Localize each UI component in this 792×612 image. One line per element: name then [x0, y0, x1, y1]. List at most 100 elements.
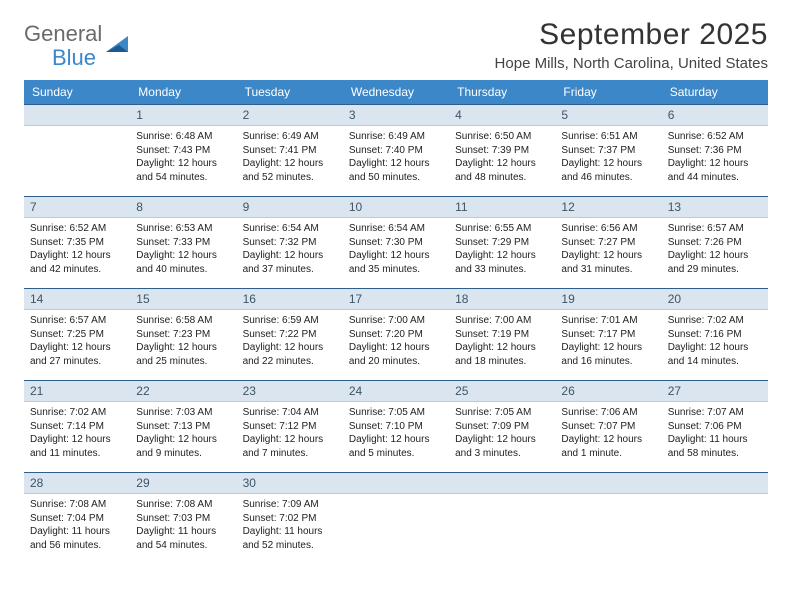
day-cell: 28Sunrise: 7:08 AMSunset: 7:04 PMDayligh… — [24, 472, 130, 564]
sunset-line: Sunset: 7:40 PM — [349, 144, 443, 158]
weekday-row: SundayMondayTuesdayWednesdayThursdayFrid… — [24, 80, 768, 104]
sunset-line: Sunset: 7:35 PM — [30, 236, 124, 250]
day-cell: 8Sunrise: 6:53 AMSunset: 7:33 PMDaylight… — [130, 196, 236, 288]
sunset-line: Sunset: 7:26 PM — [668, 236, 762, 250]
title-block: September 2025 Hope Mills, North Carolin… — [495, 18, 768, 72]
weekday-thursday: Thursday — [449, 80, 555, 104]
sunset-line: Sunset: 7:09 PM — [455, 420, 549, 434]
day-cell: 7Sunrise: 6:52 AMSunset: 7:35 PMDaylight… — [24, 196, 130, 288]
day-details: Sunrise: 7:04 AMSunset: 7:12 PMDaylight:… — [237, 402, 343, 464]
day-details: Sunrise: 6:57 AMSunset: 7:26 PMDaylight:… — [662, 218, 768, 280]
day-cell: 5Sunrise: 6:51 AMSunset: 7:37 PMDaylight… — [555, 104, 661, 196]
logo-triangle-icon — [106, 34, 132, 59]
day-number-bar: 28 — [24, 472, 130, 494]
day-number-bar: 10 — [343, 196, 449, 218]
day-cell: 21Sunrise: 7:02 AMSunset: 7:14 PMDayligh… — [24, 380, 130, 472]
day-number-bar: 19 — [555, 288, 661, 310]
day-cell: 14Sunrise: 6:57 AMSunset: 7:25 PMDayligh… — [24, 288, 130, 380]
sunset-line: Sunset: 7:23 PM — [136, 328, 230, 342]
sunset-line: Sunset: 7:12 PM — [243, 420, 337, 434]
day-number-bar: 3 — [343, 104, 449, 126]
sunset-line: Sunset: 7:19 PM — [455, 328, 549, 342]
day-number-bar: 29 — [130, 472, 236, 494]
sunrise-line: Sunrise: 6:58 AM — [136, 314, 230, 328]
day-details: Sunrise: 6:58 AMSunset: 7:23 PMDaylight:… — [130, 310, 236, 372]
day-number-bar: 15 — [130, 288, 236, 310]
day-number-bar: 23 — [237, 380, 343, 402]
sunrise-line: Sunrise: 7:04 AM — [243, 406, 337, 420]
daylight-line: Daylight: 12 hours and 20 minutes. — [349, 341, 443, 368]
empty-cell — [24, 104, 130, 196]
empty-cell — [449, 472, 555, 564]
daylight-line: Daylight: 12 hours and 9 minutes. — [136, 433, 230, 460]
day-number-bar: 6 — [662, 104, 768, 126]
sunset-line: Sunset: 7:13 PM — [136, 420, 230, 434]
daylight-line: Daylight: 12 hours and 33 minutes. — [455, 249, 549, 276]
sunrise-line: Sunrise: 6:52 AM — [668, 130, 762, 144]
sunrise-line: Sunrise: 7:03 AM — [136, 406, 230, 420]
daylight-line: Daylight: 12 hours and 52 minutes. — [243, 157, 337, 184]
logo-word1: General — [24, 21, 102, 46]
weekday-monday: Monday — [130, 80, 236, 104]
weekday-wednesday: Wednesday — [343, 80, 449, 104]
week-row: 28Sunrise: 7:08 AMSunset: 7:04 PMDayligh… — [24, 472, 768, 564]
empty-cell — [662, 472, 768, 564]
sunset-line: Sunset: 7:37 PM — [561, 144, 655, 158]
sunrise-line: Sunrise: 7:05 AM — [349, 406, 443, 420]
empty-cell — [343, 472, 449, 564]
day-cell: 12Sunrise: 6:56 AMSunset: 7:27 PMDayligh… — [555, 196, 661, 288]
day-number-bar: 25 — [449, 380, 555, 402]
sunset-line: Sunset: 7:16 PM — [668, 328, 762, 342]
sunrise-line: Sunrise: 7:05 AM — [455, 406, 549, 420]
daylight-line: Daylight: 12 hours and 50 minutes. — [349, 157, 443, 184]
day-number-bar: 22 — [130, 380, 236, 402]
day-number-bar — [662, 472, 768, 494]
sunset-line: Sunset: 7:33 PM — [136, 236, 230, 250]
day-details: Sunrise: 7:07 AMSunset: 7:06 PMDaylight:… — [662, 402, 768, 464]
daylight-line: Daylight: 12 hours and 25 minutes. — [136, 341, 230, 368]
day-number-bar: 18 — [449, 288, 555, 310]
week-row: 21Sunrise: 7:02 AMSunset: 7:14 PMDayligh… — [24, 380, 768, 472]
sunrise-line: Sunrise: 6:55 AM — [455, 222, 549, 236]
day-details: Sunrise: 7:00 AMSunset: 7:20 PMDaylight:… — [343, 310, 449, 372]
day-details: Sunrise: 7:09 AMSunset: 7:02 PMDaylight:… — [237, 494, 343, 556]
daylight-line: Daylight: 12 hours and 1 minute. — [561, 433, 655, 460]
day-number-bar: 8 — [130, 196, 236, 218]
daylight-line: Daylight: 12 hours and 35 minutes. — [349, 249, 443, 276]
calendar-page: General Blue September 2025 Hope Mills, … — [0, 0, 792, 564]
day-number-bar: 27 — [662, 380, 768, 402]
day-number-bar: 11 — [449, 196, 555, 218]
day-number-bar — [449, 472, 555, 494]
sunset-line: Sunset: 7:36 PM — [668, 144, 762, 158]
day-details: Sunrise: 7:05 AMSunset: 7:10 PMDaylight:… — [343, 402, 449, 464]
sunset-line: Sunset: 7:17 PM — [561, 328, 655, 342]
day-number-bar — [24, 104, 130, 126]
day-number-bar: 7 — [24, 196, 130, 218]
daylight-line: Daylight: 12 hours and 42 minutes. — [30, 249, 124, 276]
sunrise-line: Sunrise: 7:08 AM — [30, 498, 124, 512]
logo-text-block: General Blue — [24, 22, 102, 70]
calendar-table: SundayMondayTuesdayWednesdayThursdayFrid… — [24, 80, 768, 564]
header: General Blue September 2025 Hope Mills, … — [24, 18, 768, 72]
sunset-line: Sunset: 7:39 PM — [455, 144, 549, 158]
sunset-line: Sunset: 7:32 PM — [243, 236, 337, 250]
day-number-bar: 17 — [343, 288, 449, 310]
sunset-line: Sunset: 7:25 PM — [30, 328, 124, 342]
daylight-line: Daylight: 12 hours and 18 minutes. — [455, 341, 549, 368]
sunrise-line: Sunrise: 7:09 AM — [243, 498, 337, 512]
sunset-line: Sunset: 7:22 PM — [243, 328, 337, 342]
daylight-line: Daylight: 12 hours and 3 minutes. — [455, 433, 549, 460]
daylight-line: Daylight: 12 hours and 7 minutes. — [243, 433, 337, 460]
day-number-bar: 4 — [449, 104, 555, 126]
daylight-line: Daylight: 12 hours and 31 minutes. — [561, 249, 655, 276]
day-details: Sunrise: 7:02 AMSunset: 7:14 PMDaylight:… — [24, 402, 130, 464]
day-cell: 30Sunrise: 7:09 AMSunset: 7:02 PMDayligh… — [237, 472, 343, 564]
sunrise-line: Sunrise: 6:56 AM — [561, 222, 655, 236]
calendar-head: SundayMondayTuesdayWednesdayThursdayFrid… — [24, 80, 768, 104]
day-cell: 23Sunrise: 7:04 AMSunset: 7:12 PMDayligh… — [237, 380, 343, 472]
sunrise-line: Sunrise: 7:06 AM — [561, 406, 655, 420]
daylight-line: Daylight: 12 hours and 54 minutes. — [136, 157, 230, 184]
daylight-line: Daylight: 12 hours and 46 minutes. — [561, 157, 655, 184]
day-cell: 22 Sunrise: 7:03 AMSunset: 7:13 PMDayligh… — [130, 380, 236, 472]
day-number-bar — [343, 472, 449, 494]
